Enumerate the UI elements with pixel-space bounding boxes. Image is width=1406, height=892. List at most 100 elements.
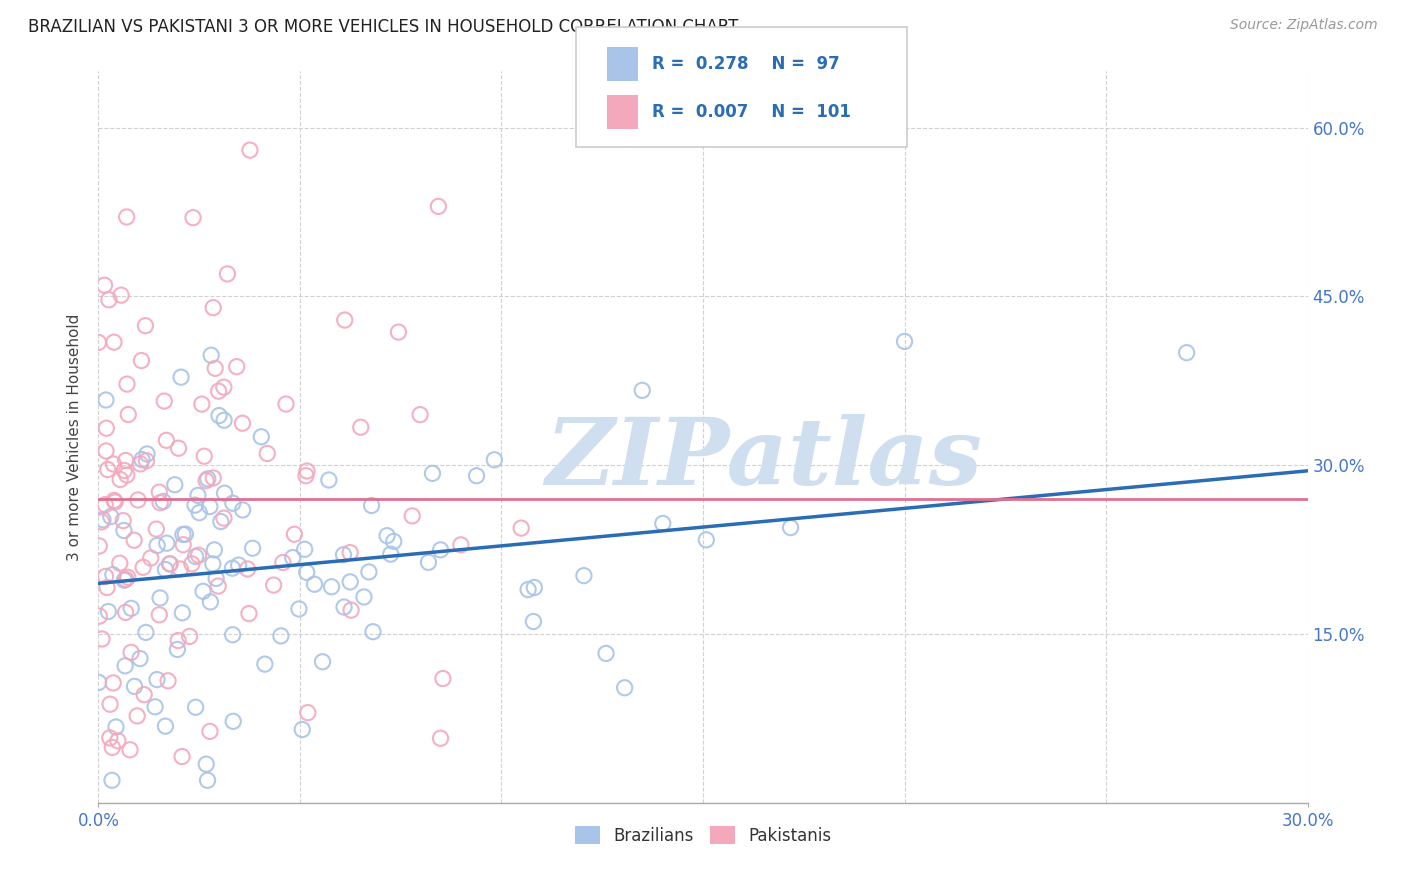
Text: R =  0.278    N =  97: R = 0.278 N = 97 [652, 55, 841, 73]
Point [333, 600, 356, 615]
Point [208, 384, 231, 399]
Point [179, 629, 201, 643]
Point [174, 527, 197, 541]
Point [114, 606, 136, 620]
Point [89, 609, 111, 624]
Point [332, 548, 354, 562]
Point [263, 578, 285, 592]
Point [382, 534, 405, 549]
Point [198, 724, 221, 739]
Point [104, 720, 127, 734]
Point [191, 397, 214, 411]
Point [166, 642, 188, 657]
Point [294, 542, 316, 557]
Point [651, 516, 673, 531]
Point [339, 574, 361, 589]
Point [200, 595, 222, 609]
Point [613, 681, 636, 695]
Point [132, 560, 155, 574]
Point [222, 714, 245, 729]
Point [187, 548, 209, 562]
Point [253, 657, 276, 672]
Point [129, 457, 152, 471]
Point [124, 679, 146, 693]
Point [291, 723, 314, 737]
Point [101, 740, 124, 755]
Point [112, 514, 135, 528]
Point [149, 496, 172, 510]
Point [274, 397, 297, 411]
Point [155, 434, 177, 448]
Point [238, 607, 260, 621]
Point [120, 645, 142, 659]
Point [148, 607, 170, 622]
Point [193, 449, 215, 463]
Point [212, 511, 235, 525]
Point [108, 473, 131, 487]
Point [202, 542, 225, 557]
Point [893, 334, 915, 349]
Point [195, 474, 218, 488]
Point [112, 574, 135, 588]
Point [450, 538, 472, 552]
Point [340, 603, 363, 617]
Point [115, 468, 138, 483]
Point [108, 556, 131, 570]
Point [103, 676, 125, 690]
Point [188, 506, 211, 520]
Point [198, 500, 221, 514]
Point [201, 557, 224, 571]
Y-axis label: 3 or more Vehicles in Household: 3 or more Vehicles in Household [67, 313, 83, 561]
Point [103, 457, 125, 471]
Point [131, 353, 153, 368]
Point [318, 473, 340, 487]
Point [167, 633, 190, 648]
Point [112, 463, 135, 477]
Point [232, 503, 254, 517]
Point [117, 570, 139, 584]
Point [523, 581, 546, 595]
Point [98, 697, 121, 711]
Point [115, 210, 138, 224]
Point [283, 527, 305, 541]
Point [87, 335, 110, 350]
Point [163, 477, 186, 491]
Point [288, 602, 311, 616]
Point [484, 452, 506, 467]
Point [94, 392, 117, 407]
Point [143, 699, 166, 714]
Point [250, 430, 273, 444]
Point [120, 601, 142, 615]
Point [114, 453, 136, 467]
Text: ZIPatlas: ZIPatlas [546, 414, 981, 504]
Point [96, 421, 118, 435]
Point [98, 731, 121, 745]
Point [152, 494, 174, 508]
Point [222, 496, 245, 510]
Point [101, 567, 124, 582]
Point [239, 143, 262, 157]
Point [94, 569, 117, 583]
Point [180, 557, 202, 571]
Point [572, 568, 595, 582]
Point [157, 673, 180, 688]
Point [631, 384, 654, 398]
Point [295, 566, 318, 580]
Point [429, 731, 451, 746]
Point [145, 522, 167, 536]
Point [153, 394, 176, 409]
Point [311, 655, 333, 669]
Point [155, 563, 177, 577]
Point [256, 446, 278, 460]
Point [104, 495, 127, 509]
Point [129, 651, 152, 665]
Point [221, 628, 243, 642]
Point [94, 498, 117, 512]
Point [207, 579, 229, 593]
Point [595, 647, 617, 661]
Point [112, 524, 135, 538]
Point [197, 472, 219, 486]
Point [169, 562, 191, 576]
Point [353, 590, 375, 604]
Point [228, 558, 250, 573]
